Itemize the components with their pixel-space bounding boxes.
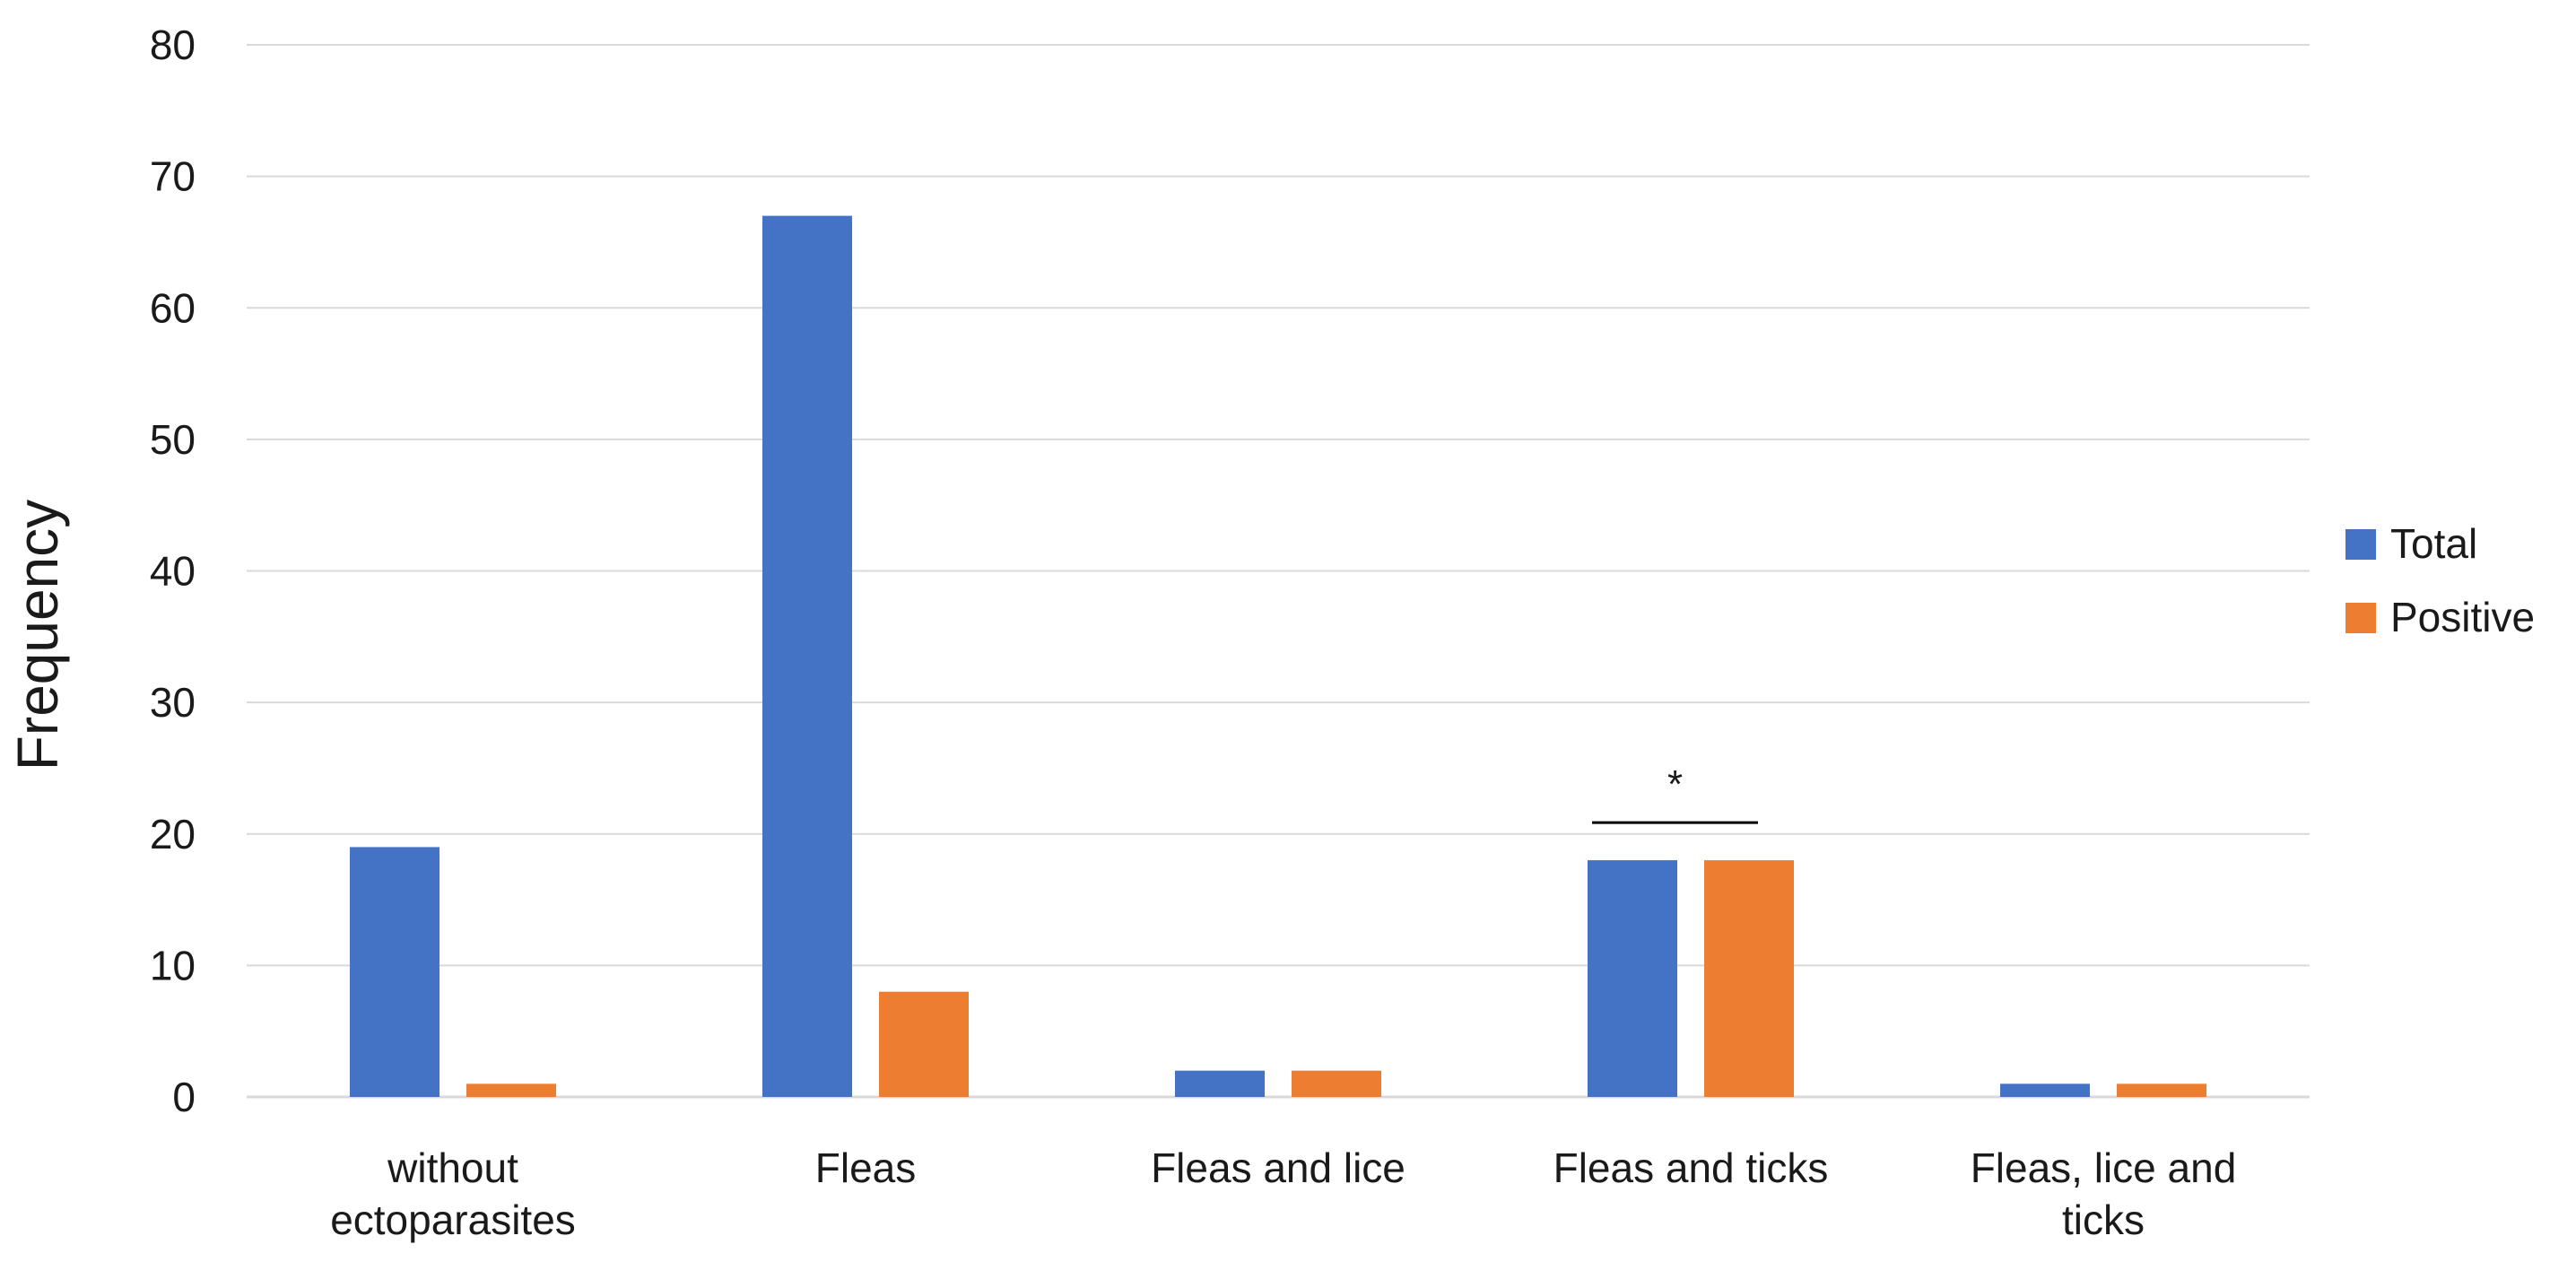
y-tick-label: 0 <box>172 1074 196 1120</box>
y-tick-label: 10 <box>150 942 196 988</box>
y-tick-label: 30 <box>150 679 196 726</box>
x-category-label: Fleas <box>815 1144 916 1191</box>
legend-label-positive: Positive <box>2390 594 2535 640</box>
bar-positive-3 <box>1704 860 1794 1097</box>
y-axis-label: Frequency <box>5 500 70 770</box>
y-tick-label: 40 <box>150 548 196 595</box>
y-axis-tick-labels: 0 10 20 30 40 50 60 70 80 <box>150 22 196 1120</box>
y-tick-label: 60 <box>150 284 196 331</box>
legend-label-total: Total <box>2390 520 2477 567</box>
bar-total-2 <box>1175 1070 1265 1097</box>
bar-positive-4 <box>2117 1083 2206 1097</box>
y-tick-label: 50 <box>150 416 196 463</box>
bars <box>350 215 2206 1098</box>
y-tick-label: 70 <box>150 153 196 200</box>
bar-positive-2 <box>1292 1070 1381 1097</box>
bar-positive-0 <box>466 1083 556 1097</box>
x-category-label: Fleas and ticks <box>1553 1144 1829 1191</box>
bar-total-3 <box>1588 860 1677 1097</box>
y-tick-label: 20 <box>150 811 196 857</box>
annotations: * <box>1592 762 1758 824</box>
bar-positive-1 <box>879 991 969 1097</box>
gridlines <box>247 44 2310 1099</box>
bar-total-1 <box>762 215 852 1098</box>
y-tick-label: 80 <box>150 22 196 68</box>
legend-swatch-positive <box>2345 603 2376 633</box>
significance-marker: * <box>1667 762 1683 806</box>
bar-total-0 <box>350 847 439 1097</box>
x-category-label: without ectoparasites <box>330 1144 576 1243</box>
legend-swatch-total <box>2345 529 2376 560</box>
x-category-label: Fleas, lice and ticks <box>1971 1144 2237 1243</box>
bar-total-4 <box>2000 1083 2090 1097</box>
legend: Total Positive <box>2345 520 2535 640</box>
x-axis-category-labels: without ectoparasites Fleas Fleas and lice F… <box>330 1144 2236 1243</box>
x-category-label: Fleas and lice <box>1151 1144 1405 1191</box>
